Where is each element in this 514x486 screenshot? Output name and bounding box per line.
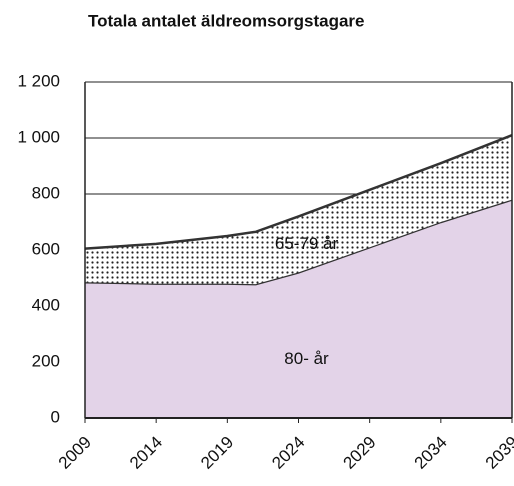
series-label: 65-79 år [275, 234, 339, 253]
y-tick-label: 1 200 [17, 71, 60, 90]
x-tick-label: 2014 [126, 433, 166, 473]
y-tick-label: 0 [51, 407, 60, 426]
x-tick-label: 2024 [268, 433, 308, 473]
x-tick-label: 2029 [339, 433, 379, 473]
x-tick-label: 2039 [482, 433, 514, 473]
y-tick-label: 800 [32, 183, 60, 202]
chart-title: Totala antalet äldreomsorgstagare [88, 11, 365, 30]
y-tick-label: 600 [32, 239, 60, 258]
y-tick-label: 1 000 [17, 127, 60, 146]
y-tick-label: 400 [32, 295, 60, 314]
y-tick-label: 200 [32, 351, 60, 370]
x-tick-label: 2019 [197, 433, 237, 473]
x-tick-label: 2034 [411, 433, 451, 473]
area-edge [84, 134, 513, 250]
area [85, 135, 512, 285]
series-label: 80- år [284, 349, 329, 368]
area [85, 199, 512, 418]
x-tick-label: 2009 [55, 433, 95, 473]
